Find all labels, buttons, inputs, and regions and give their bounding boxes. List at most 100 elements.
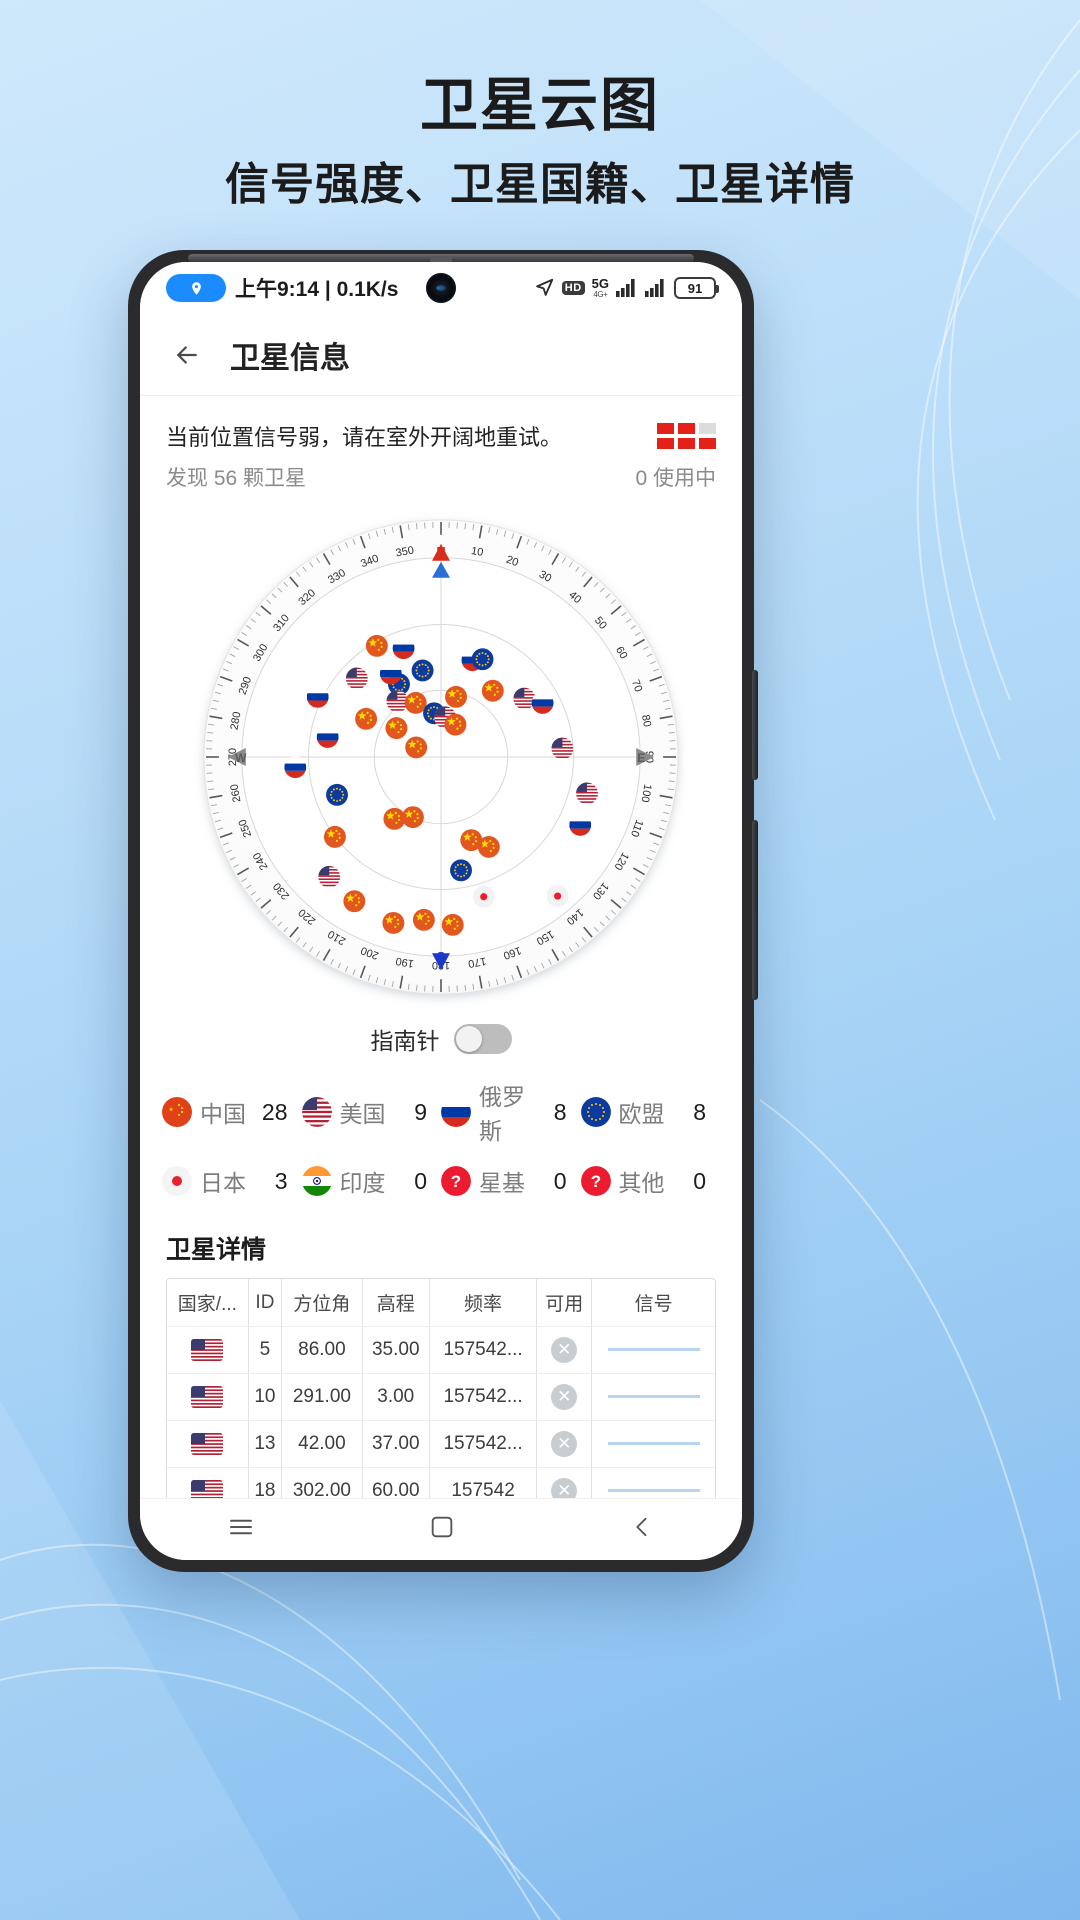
svg-text:350: 350: [395, 544, 415, 559]
svg-text:70: 70: [629, 678, 644, 694]
svg-text:200: 200: [359, 944, 380, 962]
svg-text:S: S: [437, 949, 446, 964]
cn-flag-icon: [162, 1097, 192, 1127]
satellite-marker[interactable]: [365, 634, 388, 657]
satellite-marker[interactable]: [326, 783, 348, 806]
compass-toggle-switch[interactable]: [453, 1024, 512, 1054]
cell-azimuth: 291.00: [281, 1373, 363, 1421]
cell-usable: ✕: [536, 1467, 593, 1498]
legend-item-ru: 俄罗斯 8: [441, 1078, 581, 1146]
phone-speaker: [430, 256, 452, 266]
legend-item-in: 印度 0: [301, 1164, 442, 1198]
compass-toggle-row[interactable]: 指南针: [140, 1022, 742, 1056]
menu-icon[interactable]: [226, 1512, 256, 1547]
cell-azimuth: 302.00: [281, 1467, 363, 1498]
satellite-marker[interactable]: [345, 667, 368, 690]
satellite-marker[interactable]: [460, 829, 483, 852]
page-title: 卫星信息: [230, 341, 350, 375]
x-circle-icon: ✕: [551, 1431, 578, 1457]
satellite-marker[interactable]: [379, 662, 402, 685]
satellite-marker[interactable]: [531, 691, 554, 714]
cell-signal: [591, 1373, 715, 1421]
satellite-marker[interactable]: [576, 782, 598, 805]
satellite-sky-plot[interactable]: 1020304050607080901001101201301401501601…: [192, 508, 690, 1006]
svg-text:80: 80: [639, 714, 653, 728]
cell-country: [167, 1420, 249, 1468]
signal-bar: [607, 1395, 700, 1399]
satellite-marker[interactable]: [551, 737, 574, 760]
satellite-marker[interactable]: [284, 756, 307, 779]
satellite-marker[interactable]: [343, 890, 366, 913]
table-column-header: 高程: [362, 1279, 430, 1327]
back-icon[interactable]: [628, 1513, 656, 1546]
svg-text:340: 340: [359, 553, 380, 571]
svg-text:W: W: [235, 751, 247, 765]
satellite-marker[interactable]: [386, 690, 409, 713]
table-row[interactable]: 13 42.00 37.00 157542... ✕: [167, 1420, 715, 1468]
satellite-marker[interactable]: [392, 637, 415, 660]
satellite-marker[interactable]: [382, 911, 405, 934]
svg-text:190: 190: [395, 955, 415, 970]
legend-row: 日本 3 印度 0 ? 星基: [162, 1164, 720, 1198]
svg-text:160: 160: [502, 944, 523, 962]
cell-usable: ✕: [536, 1326, 593, 1374]
legend-count: 0: [553, 1167, 567, 1194]
back-arrow-icon[interactable]: [166, 334, 208, 376]
satellite-marker[interactable]: [318, 865, 341, 888]
satellite-marker[interactable]: [412, 908, 435, 931]
cell-elevation: 60.00: [362, 1467, 430, 1498]
location-pin-icon: [166, 274, 226, 302]
satellite-marker[interactable]: [481, 679, 504, 702]
x-circle-icon: ✕: [551, 1337, 578, 1363]
satellite-marker[interactable]: [355, 707, 378, 730]
home-icon[interactable]: [428, 1513, 456, 1546]
satellite-marker[interactable]: [569, 813, 592, 836]
cell-usable: ✕: [536, 1420, 593, 1468]
satellite-details-table[interactable]: 国家/... ID 方位角 高程 频率 可用 信号 5 86.00 35.00 157542...…: [166, 1278, 716, 1498]
satellite-marker[interactable]: [404, 691, 427, 714]
satellite-marker[interactable]: [450, 859, 472, 882]
satellite-marker[interactable]: [477, 835, 500, 858]
satellite-marker[interactable]: [401, 806, 424, 829]
us-flag-icon: [191, 1432, 224, 1455]
svg-text:260: 260: [228, 783, 243, 803]
satellite-marker[interactable]: [444, 713, 467, 736]
legend-label: 印度: [339, 1170, 386, 1196]
svg-text:30: 30: [537, 568, 554, 584]
cell-elevation: 37.00: [362, 1420, 430, 1468]
satellite-marker[interactable]: [546, 885, 569, 907]
table-row[interactable]: 18 302.00 60.00 157542 ✕: [167, 1467, 715, 1498]
table-column-header: 方位角: [281, 1279, 363, 1327]
signal-strength-icon: [657, 423, 716, 449]
satellite-marker[interactable]: [316, 726, 339, 748]
table-row[interactable]: 5 86.00 35.00 157542... ✕: [167, 1326, 715, 1374]
satellite-counts-row: 发现 56 颗卫星 0 使用中: [140, 452, 742, 492]
status-time: 上午9:14 | 0.1K/s: [235, 278, 399, 301]
satellite-marker[interactable]: [383, 807, 406, 830]
legend-count: 3: [274, 1167, 288, 1194]
network-label: 5G: [591, 276, 609, 291]
satellite-marker[interactable]: [472, 885, 495, 908]
svg-text:E: E: [637, 751, 645, 765]
svg-text:100: 100: [639, 783, 654, 803]
compass-north-marker: N: [432, 544, 450, 578]
status-icons: HD 5G 4G+ 91: [533, 276, 719, 299]
svg-text:60: 60: [613, 645, 629, 662]
satellite-marker[interactable]: [405, 736, 428, 759]
satellite-marker[interactable]: [471, 648, 494, 671]
satellite-marker[interactable]: [441, 913, 464, 936]
cell-country: [167, 1373, 249, 1421]
table-row[interactable]: 10 291.00 3.00 157542... ✕: [167, 1373, 715, 1421]
legend-count: 8: [553, 1098, 567, 1125]
satellite-marker[interactable]: [445, 685, 467, 708]
x-circle-icon: ✕: [551, 1478, 578, 1498]
satellite-marker[interactable]: [411, 659, 434, 682]
found-count: 发现 56 颗卫星: [166, 467, 307, 490]
satellite-marker[interactable]: [513, 687, 536, 710]
satellite-marker[interactable]: [385, 717, 408, 740]
satellite-marker[interactable]: [323, 825, 346, 848]
satellite-marker[interactable]: [306, 685, 329, 708]
cell-elevation: 35.00: [362, 1326, 430, 1374]
legend-count: 28: [261, 1098, 288, 1125]
legend-count: 0: [693, 1167, 706, 1194]
